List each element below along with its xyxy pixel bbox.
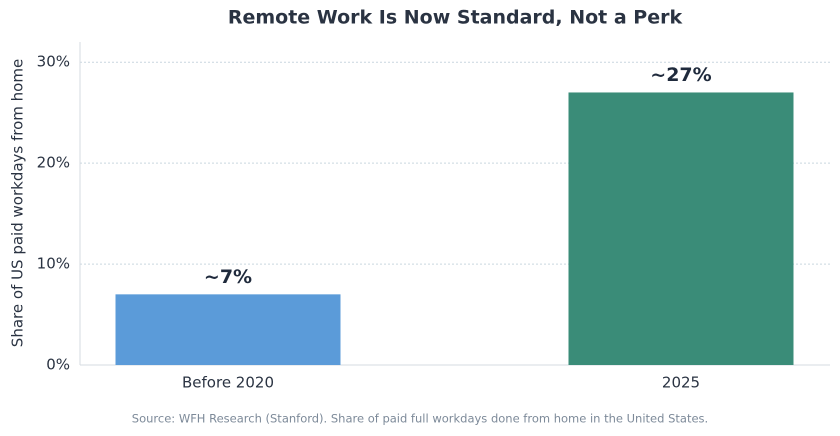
- chart-title: Remote Work Is Now Standard, Not a Perk: [228, 7, 683, 29]
- value-label: ~27%: [650, 64, 711, 86]
- y-axis-label: Share of US paid workdays from home: [9, 59, 27, 347]
- bar: [568, 92, 794, 365]
- y-tick-label: 20%: [37, 154, 70, 172]
- bar: [115, 294, 341, 365]
- y-tick-label: 10%: [37, 255, 70, 273]
- source-note: Source: WFH Research (Stanford). Share o…: [132, 412, 708, 426]
- x-tick-label: Before 2020: [182, 374, 274, 392]
- value-label: ~7%: [204, 266, 252, 288]
- y-tick-label: 30%: [37, 53, 70, 71]
- x-tick-label: 2025: [662, 374, 700, 392]
- y-tick-label: 0%: [46, 356, 70, 374]
